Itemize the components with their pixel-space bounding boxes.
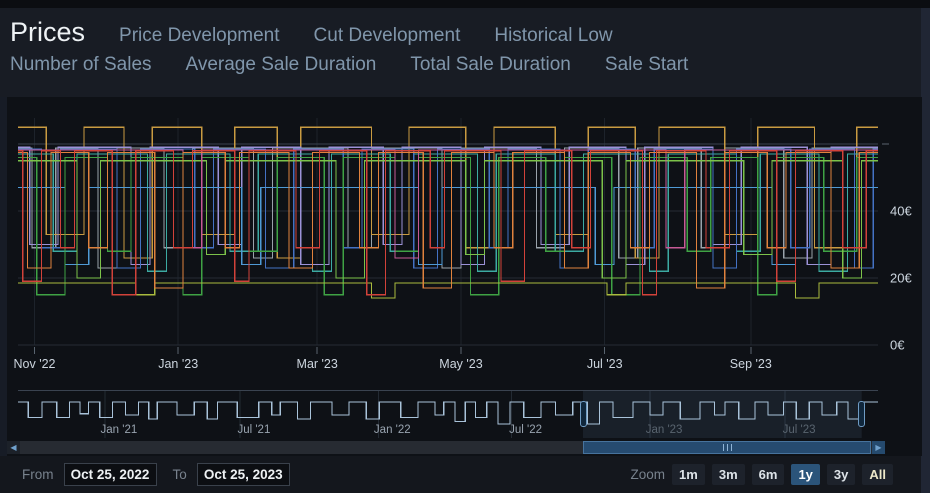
from-date-input[interactable] — [64, 463, 157, 486]
tab-row-2: Number of Sales Average Sale Duration To… — [10, 54, 921, 91]
tab-row-1: Prices Price Development Cut Development… — [10, 17, 921, 54]
svg-text:Jan '21: Jan '21 — [101, 424, 138, 436]
svg-text:40€: 40€ — [890, 204, 912, 219]
zoom-preset-group: Zoom 1m 3m 6m 1y 3y All — [631, 464, 893, 485]
zoom-button-all[interactable]: All — [862, 464, 893, 485]
svg-text:Jan '23: Jan '23 — [646, 424, 683, 436]
svg-text:Mar '23: Mar '23 — [297, 357, 338, 371]
zoom-label: Zoom — [631, 467, 666, 482]
svg-text:20€: 20€ — [890, 271, 912, 286]
tab-historical-low[interactable]: Historical Low — [494, 25, 612, 47]
page-right-gutter — [921, 8, 930, 493]
zoom-button-3m[interactable]: 3m — [712, 464, 745, 485]
svg-text:Jan '22: Jan '22 — [374, 424, 411, 436]
date-range-group: From To — [22, 463, 290, 486]
scrollbar-thumb[interactable] — [583, 441, 871, 454]
svg-text:Jan '23: Jan '23 — [158, 357, 198, 371]
svg-text:Jul '22: Jul '22 — [509, 424, 542, 436]
scrollbar-right-arrow-button[interactable]: ▶ — [872, 441, 885, 454]
tab-number-of-sales[interactable]: Number of Sales — [10, 54, 152, 76]
navigator-plot[interactable]: Jan '21 Jul '21 Jan '22 Jul '22 Jan '23 Jul '… — [7, 390, 922, 438]
price-history-plot[interactable]: Nov '22 Jan '23 Mar '23 May '23 Jul '23 Sep '… — [7, 97, 922, 389]
scrollbar-left-arrow-button[interactable]: ◀ — [7, 441, 20, 454]
svg-text:Nov '22: Nov '22 — [14, 357, 56, 371]
to-date-input[interactable] — [197, 463, 290, 486]
tab-cut-development[interactable]: Cut Development — [314, 25, 461, 47]
navigator-handle-left[interactable] — [580, 401, 587, 427]
zoom-button-1m[interactable]: 1m — [672, 464, 705, 485]
svg-text:Jul '23: Jul '23 — [783, 424, 816, 436]
navigator-handle-right[interactable] — [858, 401, 865, 427]
chart-scrollbar[interactable]: ◀ ▶ — [7, 441, 885, 454]
svg-text:Jul '21: Jul '21 — [237, 424, 270, 436]
tab-total-sale-duration[interactable]: Total Sale Duration — [410, 54, 571, 76]
to-label: To — [173, 467, 187, 482]
range-controls-bar: From To Zoom 1m 3m 6m 1y 3y All — [0, 456, 921, 493]
svg-text:Jul '23: Jul '23 — [587, 357, 623, 371]
from-label: From — [22, 467, 54, 482]
zoom-button-3y[interactable]: 3y — [827, 464, 855, 485]
tab-average-sale-duration[interactable]: Average Sale Duration — [186, 54, 377, 76]
zoom-button-6m[interactable]: 6m — [752, 464, 785, 485]
chart-tabs-header: Prices Price Development Cut Development… — [0, 8, 921, 97]
svg-text:Sep '23: Sep '23 — [730, 357, 772, 371]
zoom-button-1y[interactable]: 1y — [791, 464, 819, 485]
tab-sale-start[interactable]: Sale Start — [605, 54, 688, 76]
tab-prices[interactable]: Prices — [10, 17, 85, 48]
price-history-chart-module: Nov '22 Jan '23 Mar '23 May '23 Jul '23 Sep '… — [7, 97, 922, 456]
svg-text:0€: 0€ — [890, 338, 905, 353]
top-window-strip — [0, 0, 930, 8]
tab-price-development[interactable]: Price Development — [119, 25, 280, 47]
svg-text:May '23: May '23 — [439, 357, 482, 371]
